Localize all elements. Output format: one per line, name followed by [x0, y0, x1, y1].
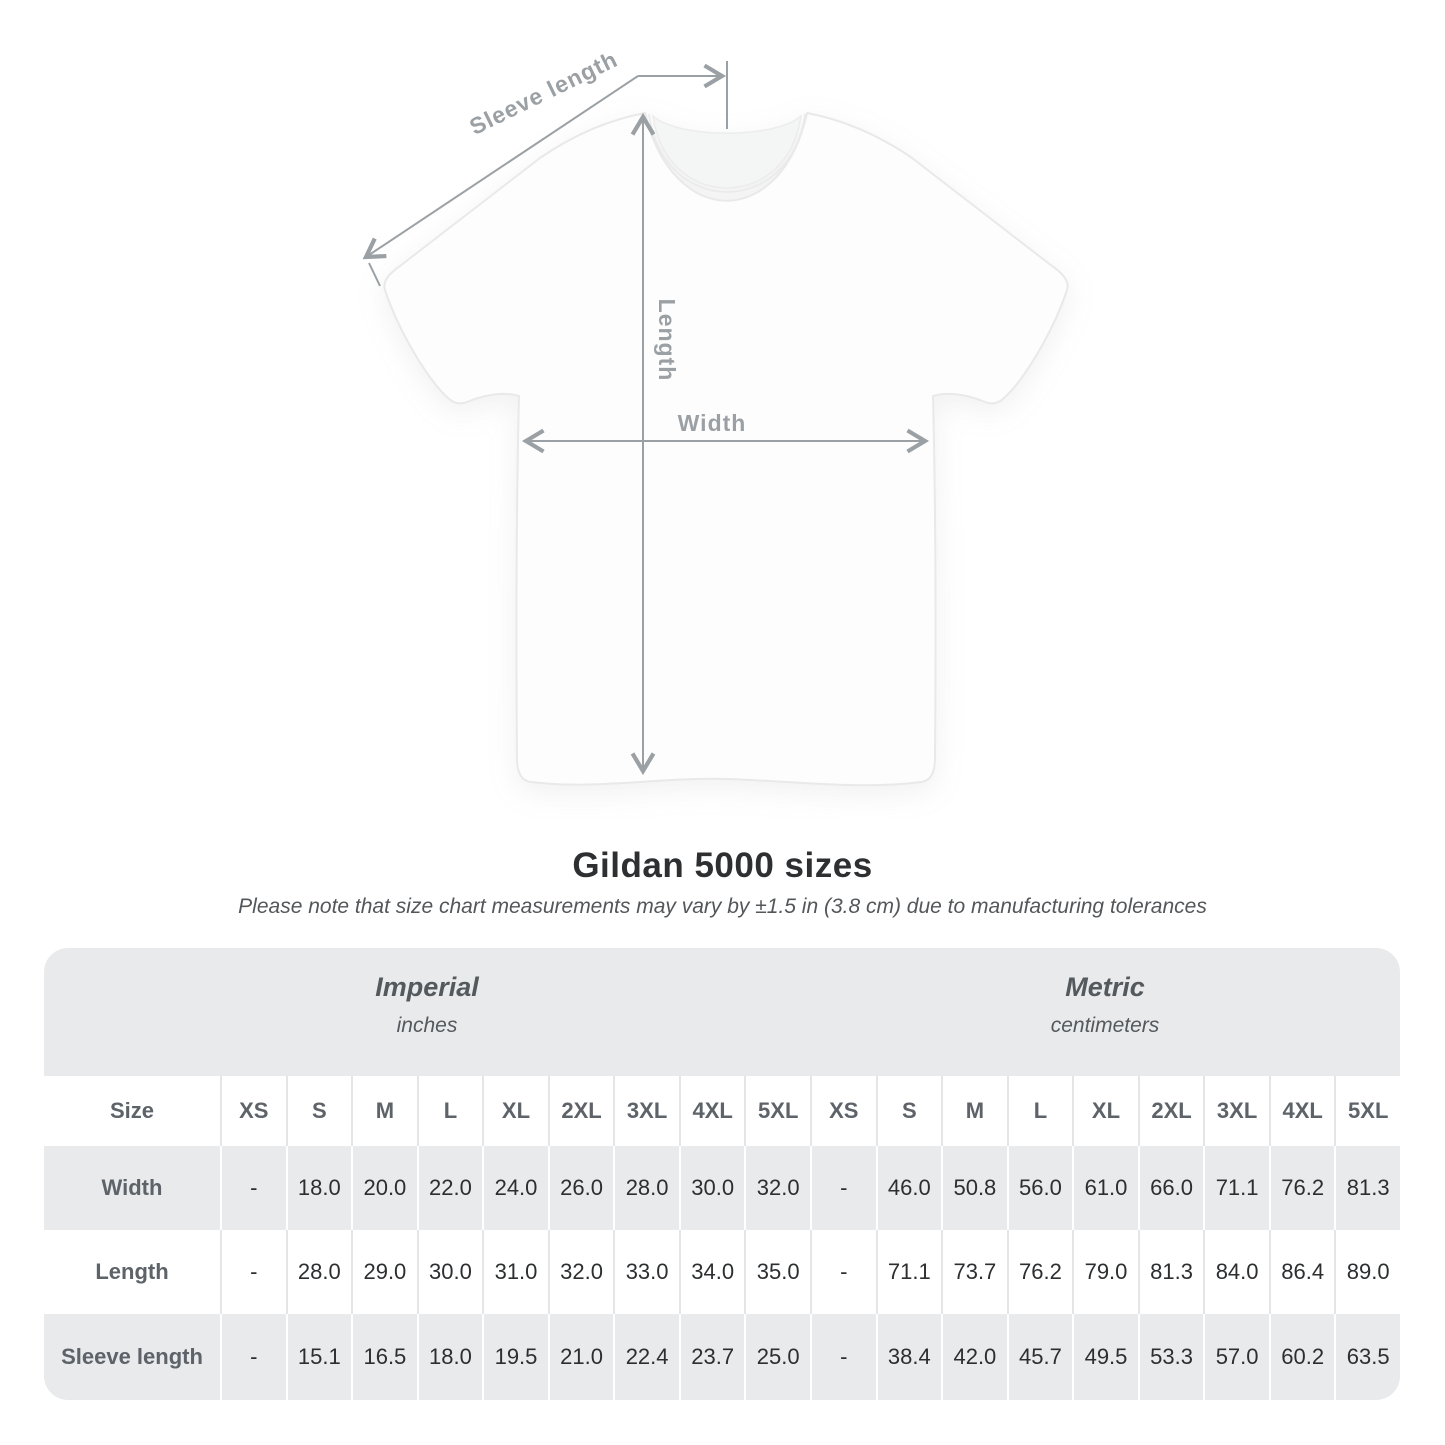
table-cell: 86.4 [1268, 1230, 1335, 1314]
row-label-length: Length [44, 1230, 220, 1314]
table-cell: 16.5 [351, 1314, 417, 1400]
sleeve-length-diagonal-arrow [362, 75, 639, 260]
size-header-met-xl: XL [1072, 1076, 1138, 1146]
table-cell: 18.0 [285, 1146, 352, 1230]
tshirt-measurement-diagram: Sleeve length Length Width [362, 46, 1069, 787]
table-cell: 24.0 [482, 1146, 548, 1230]
table-cell: 60.2 [1268, 1314, 1335, 1400]
table-cell: 18.0 [416, 1314, 483, 1400]
metric-header-unit: centimeters [1050, 1014, 1160, 1037]
size-header-imp-s: S [285, 1076, 352, 1146]
table-cell: 63.5 [1334, 1314, 1400, 1400]
tshirt-diagram-svg: Sleeve length Length Width [362, 46, 1069, 787]
table-cell: 32.0 [547, 1230, 614, 1314]
imperial-header: Imperial inches [44, 948, 810, 1076]
table-cell: 30.0 [416, 1230, 483, 1314]
table-cell: 61.0 [1072, 1146, 1138, 1230]
table-cell: - [810, 1230, 876, 1314]
table-cell: 23.7 [678, 1314, 745, 1400]
table-cell: 89.0 [1334, 1230, 1400, 1314]
measurement-annotations [362, 61, 930, 776]
size-col-header: Size [44, 1076, 220, 1146]
table-cell: 34.0 [678, 1230, 745, 1314]
size-header-met-xs: XS [810, 1076, 876, 1146]
table-cell: 79.0 [1072, 1230, 1138, 1314]
size-header-met-l: L [1006, 1076, 1073, 1146]
table-cell: 21.0 [547, 1314, 614, 1400]
imperial-header-unit: inches [396, 1014, 458, 1037]
page-title: Gildan 5000 sizes [572, 846, 873, 885]
table-cell: 53.3 [1137, 1314, 1204, 1400]
table-cell: 50.8 [941, 1146, 1007, 1230]
table-cell: 71.1 [875, 1230, 942, 1314]
table-cell: 45.7 [1006, 1314, 1073, 1400]
table-cell: 26.0 [547, 1146, 614, 1230]
table-cell: 25.0 [744, 1314, 810, 1400]
size-header-imp-m: M [351, 1076, 417, 1146]
size-header-met-2xl: 2XL [1137, 1076, 1204, 1146]
table-cell: 46.0 [875, 1146, 942, 1230]
table-cell: 73.7 [941, 1230, 1007, 1314]
row-label-width: Width [44, 1146, 220, 1230]
tshirt-collar-seam [648, 113, 806, 193]
table-cell: 29.0 [351, 1230, 417, 1314]
table-cell: 31.0 [482, 1230, 548, 1314]
table-cell: 22.0 [416, 1146, 483, 1230]
table-cell: 20.0 [351, 1146, 417, 1230]
size-header-imp-2xl: 2XL [547, 1076, 614, 1146]
size-header-met-3xl: 3XL [1203, 1076, 1269, 1146]
size-table: Imperial inches Metric centimeters Size … [44, 948, 1400, 1400]
table-cell: - [220, 1314, 286, 1400]
tshirt-graphic [383, 112, 1069, 787]
size-header-imp-xs: XS [220, 1076, 286, 1146]
tshirt-collar-hole [651, 114, 803, 189]
table-cell: 84.0 [1203, 1230, 1269, 1314]
row-label-sleeve-length: Sleeve length [44, 1314, 220, 1400]
size-header-met-5xl: 5XL [1334, 1076, 1400, 1146]
table-cell: 38.4 [875, 1314, 942, 1400]
table-cell: 22.4 [613, 1314, 679, 1400]
width-label: Width [678, 410, 747, 436]
table-cell: 32.0 [744, 1146, 810, 1230]
table-cell: 71.1 [1203, 1146, 1269, 1230]
length-label: Length [654, 299, 680, 382]
table-cell: 76.2 [1268, 1146, 1335, 1230]
table-cell: 15.1 [285, 1314, 352, 1400]
page-subtitle: Please note that size chart measurements… [238, 895, 1207, 918]
table-cell: - [220, 1230, 286, 1314]
table-cell: 30.0 [678, 1146, 745, 1230]
table-cell: 19.5 [482, 1314, 548, 1400]
size-header-imp-l: L [416, 1076, 483, 1146]
table-cell: 57.0 [1203, 1314, 1269, 1400]
table-cell: - [810, 1314, 876, 1400]
size-header-met-4xl: 4XL [1268, 1076, 1335, 1146]
size-header-imp-3xl: 3XL [613, 1076, 679, 1146]
table-cell: 81.3 [1137, 1230, 1204, 1314]
size-header-met-s: S [875, 1076, 942, 1146]
table-cell: 66.0 [1137, 1146, 1204, 1230]
metric-header: Metric centimeters [810, 948, 1400, 1076]
sleeve-tip-extension-line [368, 262, 381, 287]
table-cell: 33.0 [613, 1230, 679, 1314]
tshirt-body [383, 112, 1069, 787]
table-cell: 28.0 [613, 1146, 679, 1230]
table-cell: 56.0 [1006, 1146, 1073, 1230]
table-cell: 76.2 [1006, 1230, 1073, 1314]
table-cell: - [220, 1146, 286, 1230]
table-cell: 49.5 [1072, 1314, 1138, 1400]
size-header-met-m: M [941, 1076, 1007, 1146]
table-cell: 81.3 [1334, 1146, 1400, 1230]
size-header-imp-xl: XL [482, 1076, 548, 1146]
table-cell: 35.0 [744, 1230, 810, 1314]
table-cell: 42.0 [941, 1314, 1007, 1400]
metric-header-name: Metric [1065, 972, 1145, 1002]
table-cell: 28.0 [285, 1230, 352, 1314]
size-header-imp-5xl: 5XL [744, 1076, 810, 1146]
table-cell: - [810, 1146, 876, 1230]
size-header-imp-4xl: 4XL [678, 1076, 745, 1146]
imperial-header-name: Imperial [375, 972, 479, 1002]
